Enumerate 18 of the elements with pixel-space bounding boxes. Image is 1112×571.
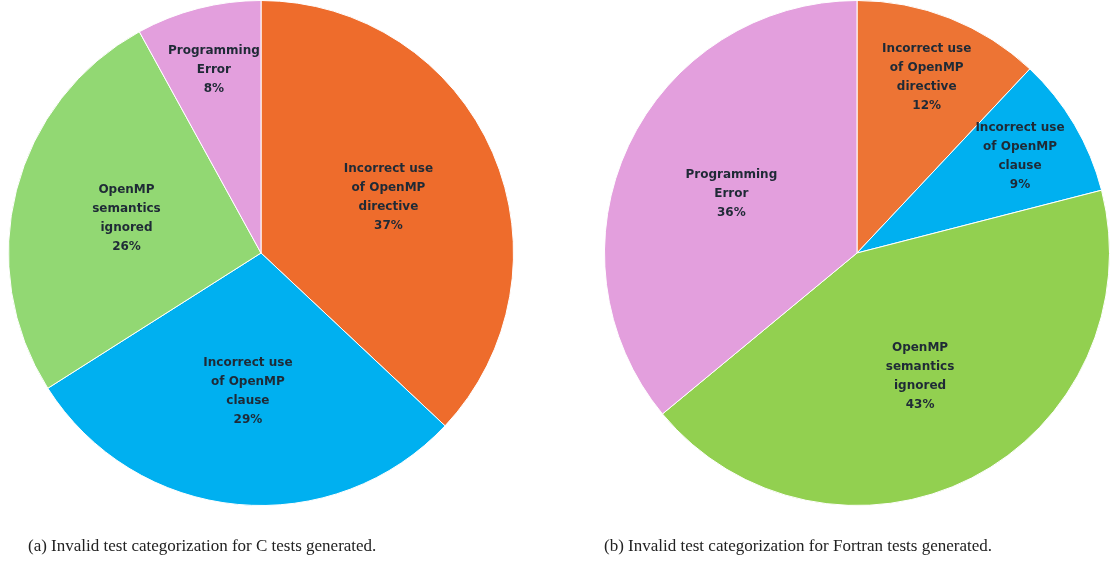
text: (a) Invalid test categorization for C tests generated. (28, 536, 377, 556)
data-label: 37% (374, 218, 403, 233)
slice-label: OpenMP semantics ignored (885, 340, 955, 393)
slice-label: Programming Error (685, 166, 778, 200)
data-label: 8% (203, 80, 225, 95)
data-label: 9% (1009, 177, 1031, 192)
slice-label: Incorrect use of OpenMP directive (882, 40, 972, 93)
slice-label: Programming Error (167, 42, 260, 76)
data-label: 36% (716, 204, 746, 219)
slice-label: Incorrect use of OpenMP clause (203, 354, 293, 407)
data-label: 26% (112, 239, 141, 254)
slice-label: OpenMP semantics ignored (92, 182, 161, 235)
slice-label: Incorrect use of OpenMP clause (975, 120, 1065, 173)
data-label: 12% (912, 97, 942, 112)
data-label: 29% (233, 411, 263, 426)
slice-label: Incorrect use of OpenMP directive (343, 161, 434, 214)
data-label: 43% (905, 397, 935, 412)
text: (b) Invalid test categorization for Fortran tests generated. (604, 536, 993, 556)
